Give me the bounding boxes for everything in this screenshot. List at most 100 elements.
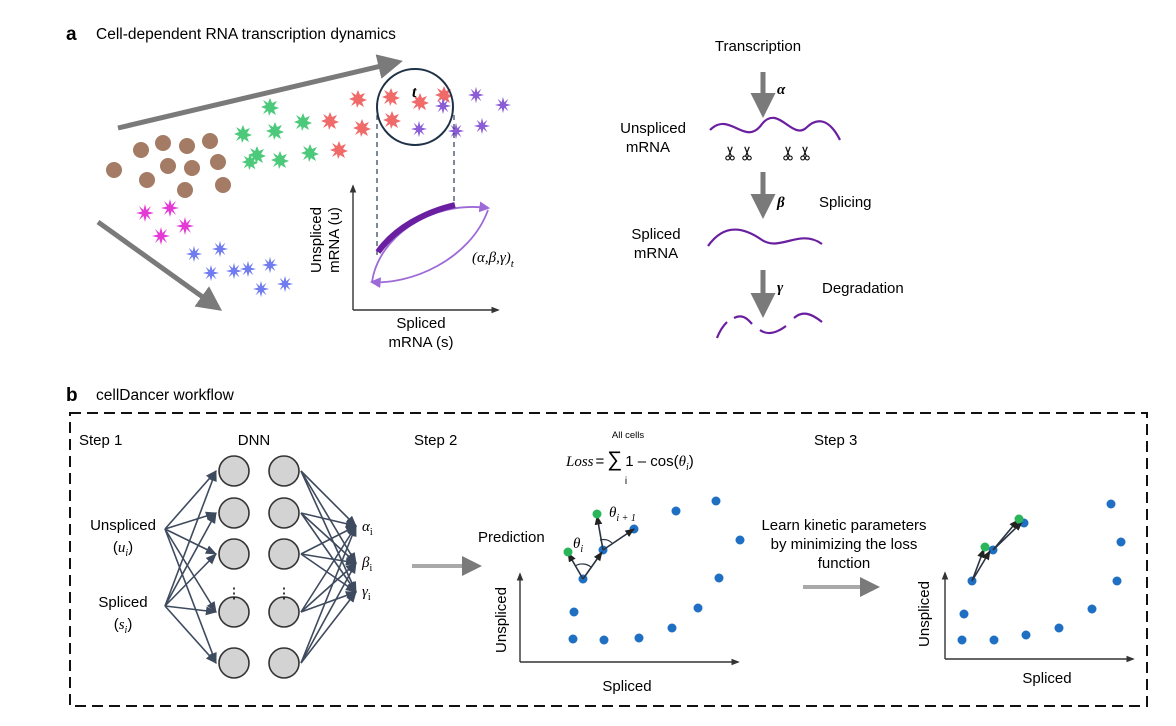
fitted-vector-1 [971,548,985,582]
predicted-point-i [563,547,573,557]
cell-point [1021,630,1031,640]
beta-label: β [776,195,785,211]
loss-formula: Loss = ∑ 1 – cos(θi) [565,448,694,473]
dnn-node-layer1 [218,596,250,628]
dnn-input-edge [164,605,217,664]
workflow-dashed-frame [69,412,1148,707]
dnn-input-edge [164,528,218,555]
alpha-label: α [777,82,786,98]
purple-cells [410,86,512,140]
dnn-output-edge [300,562,357,664]
observed-velocity-vector-i1 [602,528,635,551]
cell-point [693,603,703,613]
step3-label: Step 3 [814,432,857,449]
dnn-output-edge [300,562,357,613]
cell-point [569,607,579,617]
output-alpha: αi [362,519,373,538]
step3-y-label: Unspliced [916,581,933,647]
dnn-input-edge [164,470,217,530]
input-spliced-label: Spliced [98,594,147,611]
transcription-label: Transcription [715,38,801,55]
phase-y-label-2: mRNA (u) [326,207,343,273]
scissors-icon [783,146,793,161]
panel-b-title: cellDancer workflow [96,387,235,404]
cell-point [599,635,609,645]
fitted-predicted-point-2 [1014,514,1024,524]
phase-x-label-1: Spliced [396,315,445,332]
theta-i-label: θi [573,536,583,555]
scissors-icon [725,146,735,161]
ellipsis-layer2: ⋮ [277,585,292,602]
theta-i1-label: θi + 1 [609,505,636,524]
prediction-label: Prediction [478,529,545,546]
unspliced-mrna-label-2: mRNA [626,139,670,156]
dnn-edges [164,469,358,665]
scissors-icons [725,146,810,161]
upregulation-trajectory [371,201,491,283]
dnn-input-edge [164,553,217,607]
time-window-circle [376,68,454,146]
panel-b: b cellDancer workflow Step 1 DNN Unsplic… [66,385,1148,707]
lineage-arrow-upper [117,54,403,131]
params-label: (α,β,γ)t [472,250,515,270]
panel-b-letter: b [66,385,78,406]
cell-point [1112,576,1122,586]
scissors-icon [800,146,810,161]
cell-point [667,623,677,633]
spliced-mrna-strand [707,228,823,247]
phase-x-label-2: mRNA (s) [389,334,454,351]
unspliced-mrna-label-1: Unspliced [620,120,686,137]
cell-point [568,634,578,644]
splicing-label: Splicing [819,194,872,211]
input-unspliced-var: (ui) [113,539,133,559]
cell-point [714,573,724,583]
step2-y-label: Unspliced [493,587,510,653]
fitted-vector-4 [992,521,1023,551]
step1-label: Step 1 [79,432,122,449]
angle-arc-i [574,563,592,568]
cell-point [1116,537,1126,547]
step2-cells [568,496,745,645]
unspliced-mrna-strand [709,116,841,141]
panel-a-letter: a [66,24,77,45]
ellipsis-layer1: ⋮ [227,585,242,602]
dnn-node-layer2 [268,455,300,487]
spliced-mrna-label-1: Spliced [631,226,680,243]
dnn-output-edge [300,512,358,529]
downregulation-trajectory [369,209,489,289]
degradation-label: Degradation [822,280,904,297]
step3-x-label: Spliced [1022,670,1071,687]
step2-x-label: Spliced [602,678,651,695]
dnn-output-edge [300,470,357,527]
dnn-node-layer1 [218,647,250,679]
lineage-arrow-lower [96,219,223,311]
dnn-node-layer2 [268,497,300,529]
dnn-node-layer2 [268,538,300,570]
dnn-input-edge [164,605,218,616]
dnn-input-edge [164,512,217,607]
dnn-output-edge [300,512,357,564]
fitted-predicted-point-1 [980,542,990,552]
input-unspliced-label: Unspliced [90,517,156,534]
dnn-output-edge [300,553,358,566]
cell-point [711,496,721,506]
scissors-icon [742,146,752,161]
loss-sum-bottom: i [625,476,627,487]
blue-cells [185,240,294,298]
output-beta: βi [361,555,372,574]
magenta-cells [136,199,194,245]
dnn-node-layer1 [218,538,250,570]
dnn-node-layer1 [218,497,250,529]
predicted-velocity-vector-i1 [594,515,604,551]
step3-description-1: Learn kinetic parameters [761,517,926,534]
dnn-node-layer1 [218,455,250,487]
cell-point [1106,499,1116,509]
dnn-output-edge [300,524,357,664]
cell-point [1054,623,1064,633]
gamma-label: γ [777,280,784,296]
cell-point [735,535,745,545]
dnn-input-edge [164,469,217,607]
brown-cells [106,133,231,198]
predicted-point-i1 [592,509,602,519]
